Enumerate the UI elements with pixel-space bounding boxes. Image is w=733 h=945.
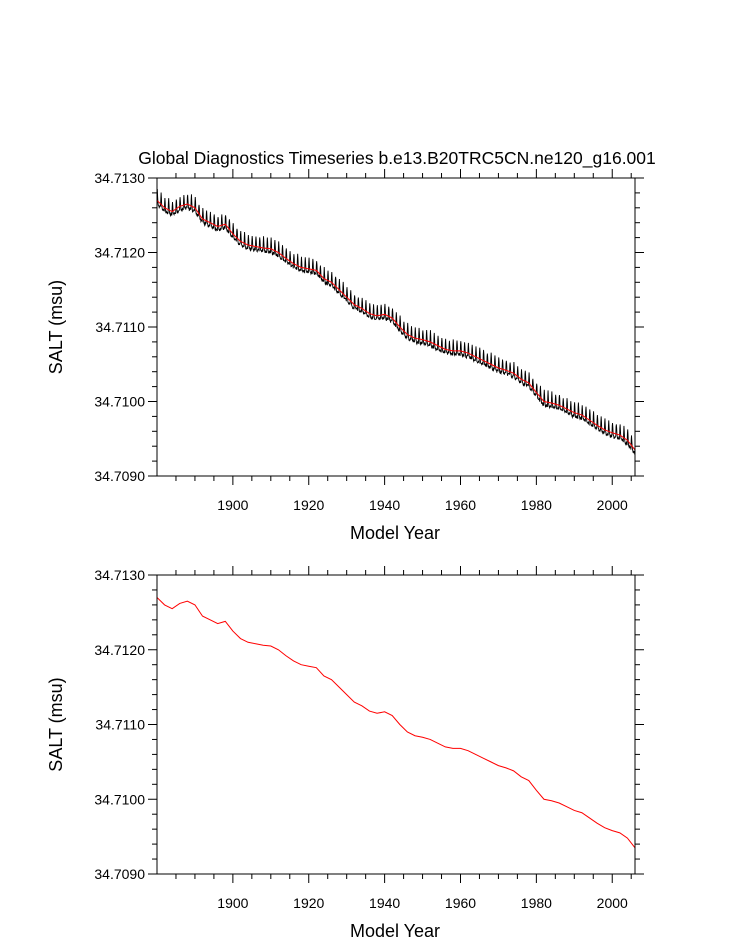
top-panel: 1900 1920 1940 1960 1980 2000 34.7090 34.7100 34… bbox=[46, 169, 644, 543]
x-tick-label: 2000 bbox=[597, 497, 628, 513]
plot-area bbox=[157, 597, 635, 849]
monthly-series-line bbox=[157, 188, 635, 455]
y-tick-label: 34.7120 bbox=[94, 245, 145, 261]
x-tick-label: 1920 bbox=[293, 895, 324, 911]
y-tick-label: 34.7100 bbox=[94, 791, 145, 807]
y-tick-label: 34.7110 bbox=[95, 717, 145, 733]
x-tick-label: 1980 bbox=[521, 497, 552, 513]
x-tick-label: 1900 bbox=[217, 895, 248, 911]
figure-title: Global Diagnostics Timeseries b.e13.B20T… bbox=[138, 148, 656, 169]
annual-mean-series-line bbox=[157, 199, 635, 451]
x-tick-label: 1960 bbox=[445, 497, 476, 513]
bottom-panel: 1900 1920 1940 1960 1980 2000 34.7090 34.7100 34… bbox=[46, 566, 644, 941]
y-tick-label: 34.7120 bbox=[94, 642, 145, 658]
y-tick-label: 34.7090 bbox=[94, 866, 145, 882]
x-tick-label: 1900 bbox=[217, 497, 248, 513]
x-tick-label: 1980 bbox=[521, 895, 552, 911]
x-tick-label: 1960 bbox=[445, 895, 476, 911]
plot-area bbox=[157, 188, 635, 455]
y-tick-label: 34.7110 bbox=[95, 319, 145, 335]
x-tick-label: 1940 bbox=[369, 497, 400, 513]
annual-mean-series-line bbox=[157, 597, 635, 849]
x-tick-label: 1920 bbox=[293, 497, 324, 513]
y-tick-label: 34.7090 bbox=[94, 468, 145, 484]
x-axis-title: Model Year bbox=[350, 921, 440, 941]
x-tick-label: 2000 bbox=[597, 895, 628, 911]
y-tick-label: 34.7130 bbox=[94, 567, 145, 583]
y-axis-title: SALT (msu) bbox=[46, 280, 66, 374]
y-axis-title: SALT (msu) bbox=[46, 677, 66, 771]
x-axis-title: Model Year bbox=[350, 523, 440, 543]
y-tick-label: 34.7100 bbox=[94, 394, 145, 410]
y-tick-label: 34.7130 bbox=[94, 170, 145, 186]
x-tick-label: 1940 bbox=[369, 895, 400, 911]
